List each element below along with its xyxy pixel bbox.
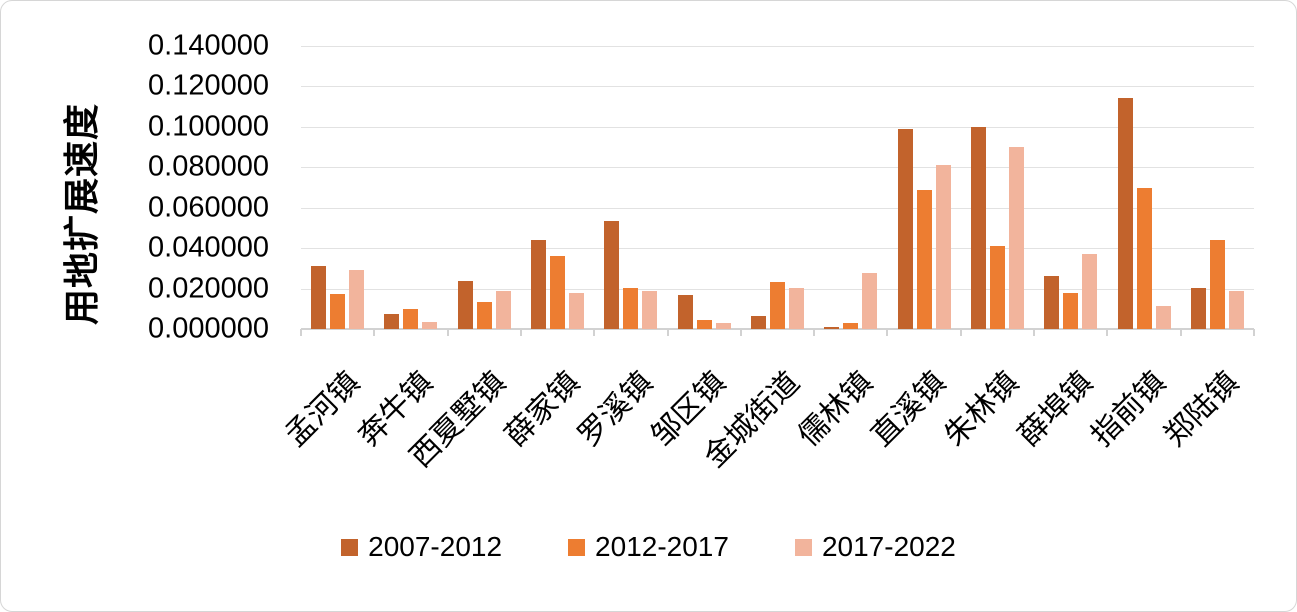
bar xyxy=(935,165,951,329)
bar xyxy=(349,270,365,329)
bar xyxy=(1117,97,1133,329)
x-axis-category-label: 薛埠镇 xyxy=(1011,365,1099,453)
bar xyxy=(1044,276,1060,329)
x-axis-tick xyxy=(666,329,669,336)
x-axis-tick xyxy=(1106,329,1109,336)
bar xyxy=(751,315,766,329)
legend-swatch xyxy=(341,538,359,556)
legend-item: 2012-2017 xyxy=(568,531,729,563)
bar xyxy=(569,292,585,329)
x-axis-tick xyxy=(373,329,376,336)
y-axis-tick-label: 0.020000 xyxy=(148,272,269,305)
bar xyxy=(862,273,878,329)
x-axis-tick xyxy=(739,329,742,336)
bar xyxy=(604,220,620,329)
gridline xyxy=(301,207,1254,209)
x-axis-tick xyxy=(886,329,889,336)
x-axis-tick xyxy=(519,329,522,336)
legend: 2007-2012 2012-2017 2017-2022 xyxy=(1,531,1296,563)
x-axis-category-label: 朱林镇 xyxy=(938,365,1026,453)
x-axis-tick xyxy=(959,329,962,336)
legend-label: 2007-2012 xyxy=(368,531,503,562)
bar xyxy=(715,322,731,329)
bar xyxy=(1155,306,1171,329)
bar xyxy=(824,326,840,329)
legend-item: 2017-2022 xyxy=(794,531,956,563)
bar xyxy=(897,128,913,329)
x-axis-tick xyxy=(1253,329,1255,336)
y-axis-tick-label: 0.140000 xyxy=(148,29,269,62)
bar xyxy=(989,246,1005,329)
bar xyxy=(1008,147,1024,329)
y-axis-tick-label: 0.100000 xyxy=(148,110,269,143)
bar xyxy=(770,281,785,329)
bar xyxy=(457,280,473,329)
x-axis-category-label: 直溪镇 xyxy=(865,365,953,453)
bar xyxy=(422,321,438,329)
bar xyxy=(330,293,346,329)
bar xyxy=(677,294,693,329)
gridline xyxy=(301,46,1254,47)
bar xyxy=(916,189,932,329)
bar xyxy=(1228,290,1244,329)
x-axis-tick xyxy=(1179,329,1182,336)
x-axis-category-label: 罗溪镇 xyxy=(572,365,660,453)
gridline xyxy=(301,126,1254,128)
bar xyxy=(403,308,419,329)
x-axis-category-label: 指前镇 xyxy=(1085,365,1173,453)
legend-swatch xyxy=(568,538,586,556)
y-axis-tick-label: 0.120000 xyxy=(148,69,269,102)
bar xyxy=(970,126,986,329)
x-axis-line xyxy=(301,328,1254,330)
legend-item: 2007-2012 xyxy=(341,531,502,563)
x-axis-tick xyxy=(813,329,816,336)
gridline xyxy=(301,248,1254,250)
y-axis-tick-label: 0.060000 xyxy=(148,191,269,224)
plot-area xyxy=(300,46,1255,336)
bar xyxy=(1209,240,1225,329)
x-axis-tick xyxy=(593,329,596,336)
bar xyxy=(550,256,566,329)
y-axis-title: 用地扩展速度 xyxy=(61,102,102,326)
x-axis-category-label: 孟河镇 xyxy=(278,365,366,453)
bar xyxy=(1063,292,1079,329)
y-axis-tick-label: 0.000000 xyxy=(148,312,269,345)
bar xyxy=(623,287,639,329)
y-axis-tick-label: 0.040000 xyxy=(148,231,269,264)
bar xyxy=(1190,287,1206,329)
x-axis-tick xyxy=(1033,329,1036,336)
bar xyxy=(476,301,492,329)
legend-swatch xyxy=(794,538,812,556)
x-axis-category-label: 郑陆镇 xyxy=(1158,365,1246,453)
bar xyxy=(843,322,859,329)
gridline xyxy=(301,167,1254,169)
bar xyxy=(495,290,511,329)
y-axis-tick-label: 0.080000 xyxy=(148,150,269,183)
legend-label: 2017-2022 xyxy=(821,531,956,562)
bar xyxy=(789,287,804,329)
bar xyxy=(531,240,547,329)
x-axis-category-label: 儒林镇 xyxy=(791,365,879,453)
gridline xyxy=(301,86,1254,88)
bar xyxy=(1136,187,1152,329)
x-axis-category-label: 薛家镇 xyxy=(498,365,586,453)
bar xyxy=(642,290,658,329)
x-axis-tick xyxy=(300,329,302,336)
legend-label: 2012-2017 xyxy=(595,531,729,562)
bar xyxy=(1082,254,1098,329)
bar xyxy=(384,313,400,329)
x-axis-tick xyxy=(446,329,449,336)
bar xyxy=(311,266,327,329)
bar xyxy=(696,319,712,329)
